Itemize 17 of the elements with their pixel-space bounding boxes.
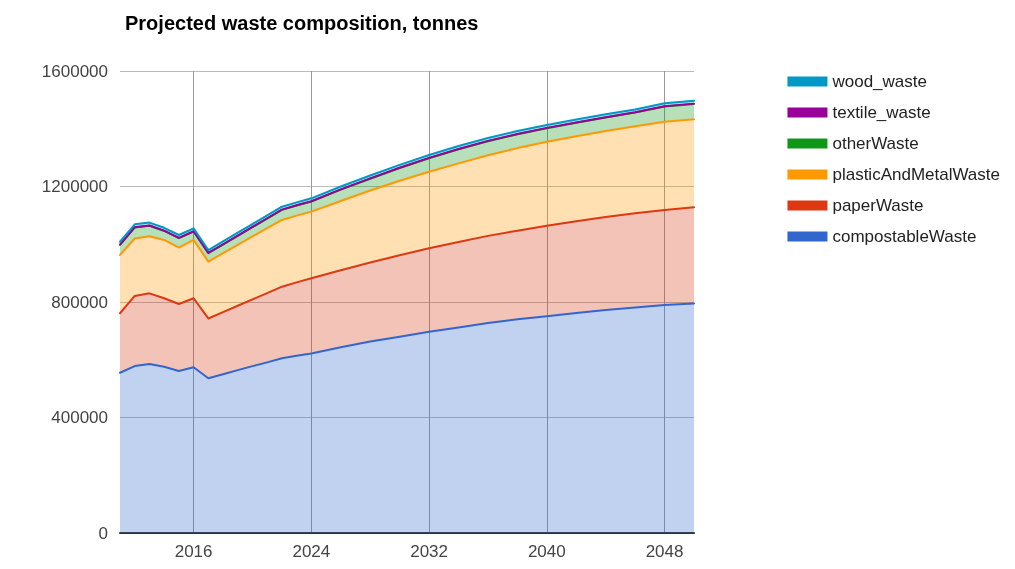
x-tick-label: 2032	[410, 542, 448, 561]
legend-label: compostableWaste	[832, 227, 977, 246]
x-tick-label: 2048	[645, 542, 684, 561]
x-tick-label: 2024	[292, 542, 331, 561]
y-tick-label: 0	[98, 523, 108, 543]
legend-label: wood_waste	[831, 72, 927, 91]
y-tick-label: 800000	[51, 292, 108, 312]
legend-label: otherWaste	[832, 134, 919, 153]
x-tick-label: 2016	[174, 542, 213, 561]
legend-label: textile_waste	[832, 103, 931, 122]
chart-title: Projected waste composition, tonnes	[125, 12, 479, 34]
y-tick-label: 1200000	[41, 177, 108, 196]
y-tick-label: 400000	[51, 408, 108, 427]
y-tick-label: 1600000	[41, 61, 108, 81]
legend-label: paperWaste	[832, 196, 924, 215]
x-tick-label: 2040	[527, 542, 566, 561]
legend-label: plasticAndMetalWaste	[832, 165, 1001, 184]
